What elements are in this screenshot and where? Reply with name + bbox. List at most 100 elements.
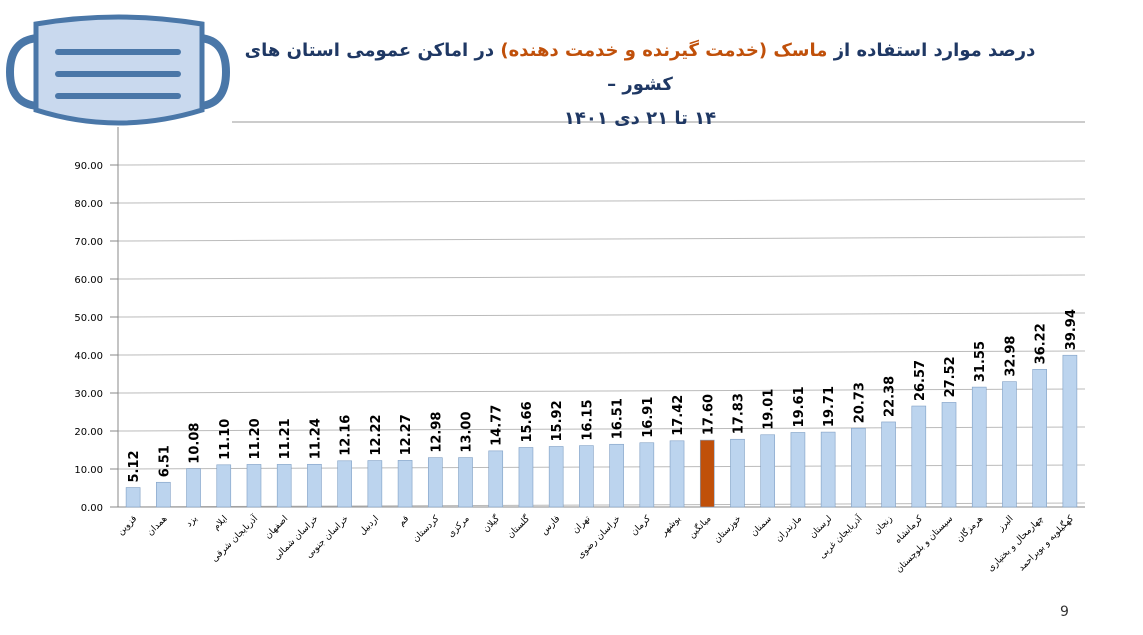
bar [518,447,534,508]
mask-icon [5,14,231,126]
value-label: 16.91 [641,397,656,438]
value-label: 17.60 [701,394,716,435]
value-label: 36.22 [1034,323,1049,364]
page-number: 9 [1060,604,1069,620]
value-label: 5.12 [127,450,142,482]
y-tick-label: 70.00 [74,237,103,248]
value-label: 14.77 [490,405,505,446]
value-label: 13.00 [460,411,475,452]
value-label: 39.94 [1064,309,1079,350]
x-tick-label: سیستان و بلوچستان [894,514,955,575]
grid-line [117,274,1086,280]
x-tick-label: میانگین [686,513,714,541]
x-tick-label: یزد [184,514,200,530]
value-label: 11.24 [308,418,323,459]
bar [669,440,685,508]
value-label: 17.83 [731,393,746,434]
x-tick-label: تهران [571,514,593,536]
bar [1032,369,1047,508]
grid-line [117,426,1086,432]
x-tick-label: بوشهر [659,514,684,539]
bar [488,450,504,508]
value-label: 11.21 [278,418,293,459]
x-tick-label: کرمان [629,514,653,538]
x-tick-label: همدان [146,514,170,538]
chart-title: درصد موارد استفاده از ماسک (خدمت گیرنده … [240,34,1040,136]
y-tick-label: 60.00 [74,275,103,286]
x-tick-label: مرکزی [446,514,472,540]
value-label: 15.66 [520,401,535,442]
x-tick-label: زنجان [872,514,895,537]
bar [1062,354,1078,508]
bar [156,481,171,508]
x-tick-label: سمنان [749,514,774,539]
y-tick-label: 10.00 [74,465,103,476]
value-label: 20.73 [852,382,867,423]
x-tick-label: اردبیل [358,514,381,537]
x-tick-label: گلستان [504,512,532,540]
value-label: 17.42 [671,395,686,436]
grid-line [117,198,1086,204]
value-label: 31.55 [973,341,988,382]
bar [730,438,745,508]
bar [307,463,322,508]
value-label: 19.61 [792,386,807,427]
value-label: 16.15 [580,400,595,441]
grid-line [117,388,1086,394]
bar [820,431,836,508]
value-label: 26.57 [913,360,928,401]
value-label: 15.92 [550,400,565,441]
value-label: 11.10 [218,419,233,460]
bar [699,439,715,508]
x-tick-label: فارس [539,514,562,537]
value-label: 19.01 [762,389,777,430]
y-tick-label: 40.00 [74,351,103,362]
bar [579,445,594,508]
value-label: 6.51 [157,445,172,477]
x-tick-label: مازندران [774,514,804,544]
bar [851,427,866,508]
x-tick-label: کردستان [411,514,442,545]
y-tick-label: 80.00 [74,199,103,210]
bar [941,402,957,508]
value-label: 11.20 [248,418,263,459]
grid-line [117,312,1086,318]
x-tick-label: چهارمحال و بختیاری [986,514,1046,574]
bar [760,434,776,508]
bar [125,487,141,508]
title-part: ۱۴ تا ۲۱ دی ۱۴۰۱ [563,108,717,129]
x-tick-label: لرستان [808,514,834,540]
y-tick-label: 90.00 [74,161,103,172]
value-label: 12.22 [369,414,384,455]
x-tick-label: گیلان [480,512,502,534]
bar [971,386,987,508]
x-tick-label: البرز [996,514,1016,534]
bar [186,468,201,508]
grid-line [117,160,1086,166]
bar [790,432,806,508]
grid-line [117,464,1086,470]
bar [276,464,292,508]
x-tick-label: اصفهان [263,514,290,541]
value-label: 12.27 [399,414,414,455]
value-label: 10.08 [188,423,203,464]
title-part: درصد موارد استفاده از [833,40,1036,61]
bar [1002,381,1017,508]
grid-line [117,236,1086,242]
x-tick-label: ایلام [212,514,230,532]
bar [397,460,413,508]
x-tick-label: هرمزگان [953,512,985,544]
bar [458,457,473,508]
bar [881,421,896,508]
bar [548,446,564,508]
bar [337,460,352,508]
y-tick-label: 0.00 [81,503,103,514]
x-tick-label: خوزستان [712,514,743,545]
bar [367,460,383,508]
value-label: 22.38 [883,376,898,417]
value-label: 16.51 [611,398,626,439]
bar [216,464,232,508]
y-tick-label: 50.00 [74,313,103,324]
y-tick-label: 20.00 [74,427,103,438]
